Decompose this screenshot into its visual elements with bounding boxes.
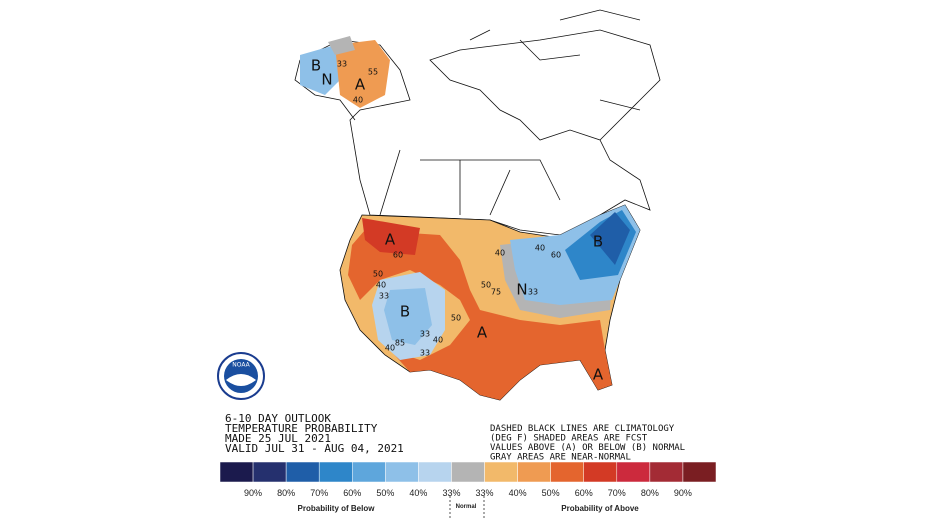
contour-label: 33 — [420, 330, 430, 339]
note-line: DASHED BLACK LINES ARE CLIMATOLOGY — [490, 424, 675, 434]
contour-label: 50 — [373, 270, 383, 279]
map-letter: A — [477, 324, 488, 342]
below-40 — [384, 288, 432, 345]
note-line: (DEG F) SHADED AREAS ARE FCST — [490, 434, 648, 444]
map-letter: B — [311, 57, 321, 75]
alaska-normal — [328, 36, 355, 55]
legend-label: 80% — [641, 488, 659, 498]
map-letter: B — [593, 233, 603, 251]
contour-label: 33 — [420, 349, 430, 358]
legend-swatch — [451, 461, 485, 483]
legend-label: 60% — [343, 488, 361, 498]
legend-swatch — [318, 461, 353, 483]
outlook-line: VALID JUL 31 - AUG 04, 2021 — [225, 442, 404, 455]
contour-label: 33 — [379, 292, 389, 301]
outlook-line: TEMPERATURE PROBABILITY — [225, 422, 378, 435]
contour-label: 60 — [393, 251, 403, 260]
legend-swatch — [484, 461, 518, 483]
contour-label: 75 — [491, 288, 501, 297]
legend-label: 80% — [277, 488, 295, 498]
contour-label: 50 — [451, 314, 461, 323]
contour-label: 85 — [395, 339, 405, 348]
logo-text: NOAA — [232, 362, 250, 369]
alaska-below — [300, 45, 340, 95]
legend-label: 40% — [409, 488, 427, 498]
alaska-above — [335, 40, 390, 108]
contour-label: 40 — [433, 336, 443, 345]
outlook-line: 6-10 DAY OUTLOOK — [225, 412, 331, 425]
legend-label: 70% — [608, 488, 626, 498]
legend-normal: Normal — [456, 504, 477, 510]
legend-swatch — [682, 461, 717, 483]
contour-label: 40 — [376, 281, 386, 290]
legend-label: 50% — [542, 488, 560, 498]
contour-label: 50 — [481, 281, 491, 290]
note-line: GRAY AREAS ARE NEAR-NORMAL — [490, 453, 631, 463]
contour-label: 60 — [551, 251, 561, 260]
legend-swatch — [550, 461, 584, 483]
note-line: VALUES ABOVE (A) OR BELOW (B) NORMAL — [490, 443, 685, 453]
legend-label: 70% — [310, 488, 328, 498]
legend-swatch — [517, 461, 551, 483]
legend-label: 60% — [575, 488, 593, 498]
legend-label: 33% — [442, 488, 460, 498]
land-outline — [294, 9, 661, 236]
legend-below: Probability of Below — [298, 504, 376, 513]
above-60 — [348, 230, 612, 400]
legend-above: Probability of Above — [561, 504, 639, 513]
legend-label: 90% — [674, 488, 692, 498]
legend-label: 50% — [376, 488, 394, 498]
legend-swatch — [385, 461, 419, 483]
map-letter: B — [400, 303, 410, 321]
legend-label: 33% — [476, 488, 494, 498]
logo-gull — [226, 374, 256, 386]
contour-label: 40 — [385, 344, 395, 353]
map-letter: N — [321, 71, 332, 89]
contour-label: 33 — [337, 60, 347, 69]
legend-label: 40% — [509, 488, 527, 498]
notes-text: DASHED BLACK LINES ARE CLIMATOLOGY(DEG F… — [490, 424, 685, 463]
legend-swatch — [649, 461, 684, 483]
contour-label: 40 — [353, 96, 363, 105]
legend-swatch — [252, 461, 287, 483]
legend-swatch — [616, 461, 651, 483]
legend: 90% 80% 70% 60% 50% 40% 33% 33% 40% 50% 60% 70% 80% 9… — [219, 461, 717, 520]
contour-label: 40 — [535, 244, 545, 253]
legend-swatch — [418, 461, 452, 483]
legend-swatch — [352, 461, 386, 483]
map-letter: N — [516, 281, 527, 299]
contour-label: 33 — [528, 288, 538, 297]
map-letter: A — [385, 231, 396, 249]
legend-swatch — [285, 461, 320, 483]
outlook-line: MADE 25 JUL 2021 — [225, 432, 331, 445]
contour-label: 55 — [368, 68, 378, 77]
legend-label: 90% — [244, 488, 262, 498]
contour-label: 40 — [495, 249, 505, 258]
map-letter: A — [593, 366, 604, 384]
map-letter: A — [355, 76, 366, 94]
legend-swatch — [219, 461, 254, 483]
above-70 — [362, 218, 420, 255]
legend-swatch — [583, 461, 618, 483]
below-east-70 — [590, 212, 630, 265]
